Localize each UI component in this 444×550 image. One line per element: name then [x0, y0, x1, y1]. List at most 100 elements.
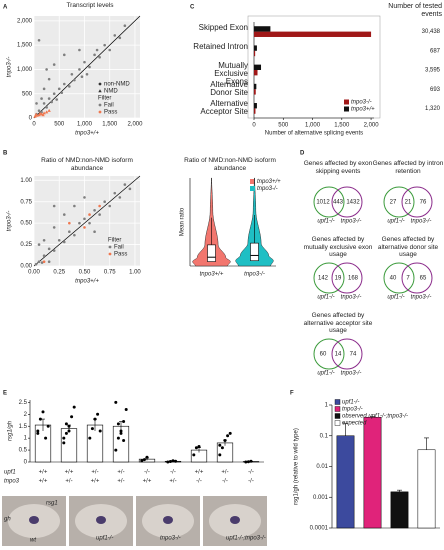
point	[52, 249, 56, 252]
point	[249, 459, 253, 463]
venn-right	[331, 262, 363, 294]
legend-title: Filter	[98, 96, 111, 102]
point	[36, 429, 40, 433]
venn-label: tnpo3-/-	[341, 219, 362, 225]
tested-events: 693	[430, 87, 441, 93]
point	[70, 415, 74, 419]
point	[73, 204, 76, 208]
point	[52, 226, 56, 229]
point	[98, 213, 101, 216]
point	[36, 431, 40, 435]
point	[44, 436, 48, 440]
venn-label: upf1-/-	[317, 371, 334, 377]
panel-label: F	[290, 391, 294, 397]
legend-label: tnpo3+/+	[257, 179, 281, 185]
venn-left	[383, 186, 415, 218]
bar	[254, 31, 372, 37]
venn-title: Genes affected by alternative donor site…	[377, 236, 439, 258]
point	[47, 97, 51, 100]
eye	[96, 516, 106, 524]
point	[114, 448, 118, 452]
y-tick-label: 0	[29, 116, 33, 122]
point	[108, 204, 112, 208]
genotype: -/-	[144, 470, 150, 476]
point	[95, 48, 99, 52]
point	[40, 97, 43, 100]
venn-label: tnpo3-/-	[411, 219, 432, 225]
genotype: +/+	[195, 470, 204, 476]
point	[41, 410, 45, 414]
photo-label: upf1-/-;tnpo3-/-	[226, 536, 266, 542]
bar	[363, 416, 382, 529]
point	[64, 422, 68, 426]
point	[47, 108, 51, 112]
panel-label: D	[300, 151, 305, 157]
point	[45, 68, 48, 71]
genotype: +/+	[143, 479, 152, 485]
venn-count: 27	[390, 200, 397, 206]
point	[88, 213, 91, 216]
point	[50, 100, 53, 104]
x-tick-label: 500	[54, 122, 65, 128]
x-tick-label: tnpo3+/+	[200, 272, 224, 278]
bar	[254, 108, 256, 114]
x-tick-label: 0	[252, 123, 256, 129]
point	[47, 247, 51, 251]
category-label: Alternative Acceptor Site	[200, 99, 248, 117]
point	[128, 187, 132, 191]
genotype: -/-	[170, 470, 176, 476]
venn-label: tnpo3-/-	[341, 371, 362, 377]
legend-marker	[108, 252, 112, 256]
y-tick-label: 1,000	[17, 67, 33, 73]
category-label: Retained Intron	[193, 41, 248, 51]
venn-title: Genes affected by exon skipping events	[303, 160, 373, 175]
genotype-row-name: tnpo3	[4, 479, 20, 485]
legend-label: Pass	[114, 252, 127, 258]
point	[140, 459, 144, 463]
y-axis-label: Mean ratio	[180, 207, 186, 236]
point	[88, 65, 91, 69]
genotype: +/-	[117, 470, 124, 476]
point	[116, 422, 120, 426]
point	[118, 36, 122, 40]
x-tick-label: 0.25	[53, 270, 65, 276]
y-tick-label: 0.01	[316, 464, 328, 470]
y-tick-label: 500	[22, 91, 33, 97]
y-tick-label: 0	[24, 460, 28, 466]
point	[52, 204, 56, 208]
point	[34, 112, 38, 116]
panel-label: E	[3, 391, 7, 397]
venn-right	[401, 262, 433, 294]
x-tick-label: 0.50	[79, 270, 91, 276]
venn-count: 443	[333, 200, 344, 206]
bar	[390, 491, 409, 529]
legend-swatch	[334, 406, 341, 412]
x-tick-label: 0.75	[104, 270, 116, 276]
point	[197, 445, 201, 448]
point	[228, 431, 232, 435]
tested-title: Number of tested events	[388, 3, 442, 18]
venn-left	[383, 262, 415, 294]
point	[64, 431, 68, 435]
tested-events: 3,595	[425, 68, 441, 74]
y-tick-label: 1.5	[19, 424, 28, 430]
y-tick-label: 0.25	[20, 242, 32, 248]
point	[40, 261, 44, 264]
photo-label: rsg1	[46, 501, 58, 507]
venn-right	[331, 338, 363, 370]
point	[80, 75, 84, 79]
point	[93, 53, 96, 57]
legend-swatch	[344, 106, 349, 112]
point	[246, 460, 250, 464]
y-tick-label: 1	[325, 403, 329, 409]
bar	[254, 89, 256, 95]
point	[62, 82, 66, 86]
x-axis-label: Number of alternative splicing events	[265, 131, 363, 137]
venn-right	[331, 186, 363, 218]
point	[168, 460, 172, 464]
point	[218, 453, 222, 457]
box	[207, 244, 216, 262]
photo-label: upf1-/-	[96, 536, 113, 542]
point	[52, 63, 56, 66]
chart-title: Transcript levels	[66, 2, 114, 9]
